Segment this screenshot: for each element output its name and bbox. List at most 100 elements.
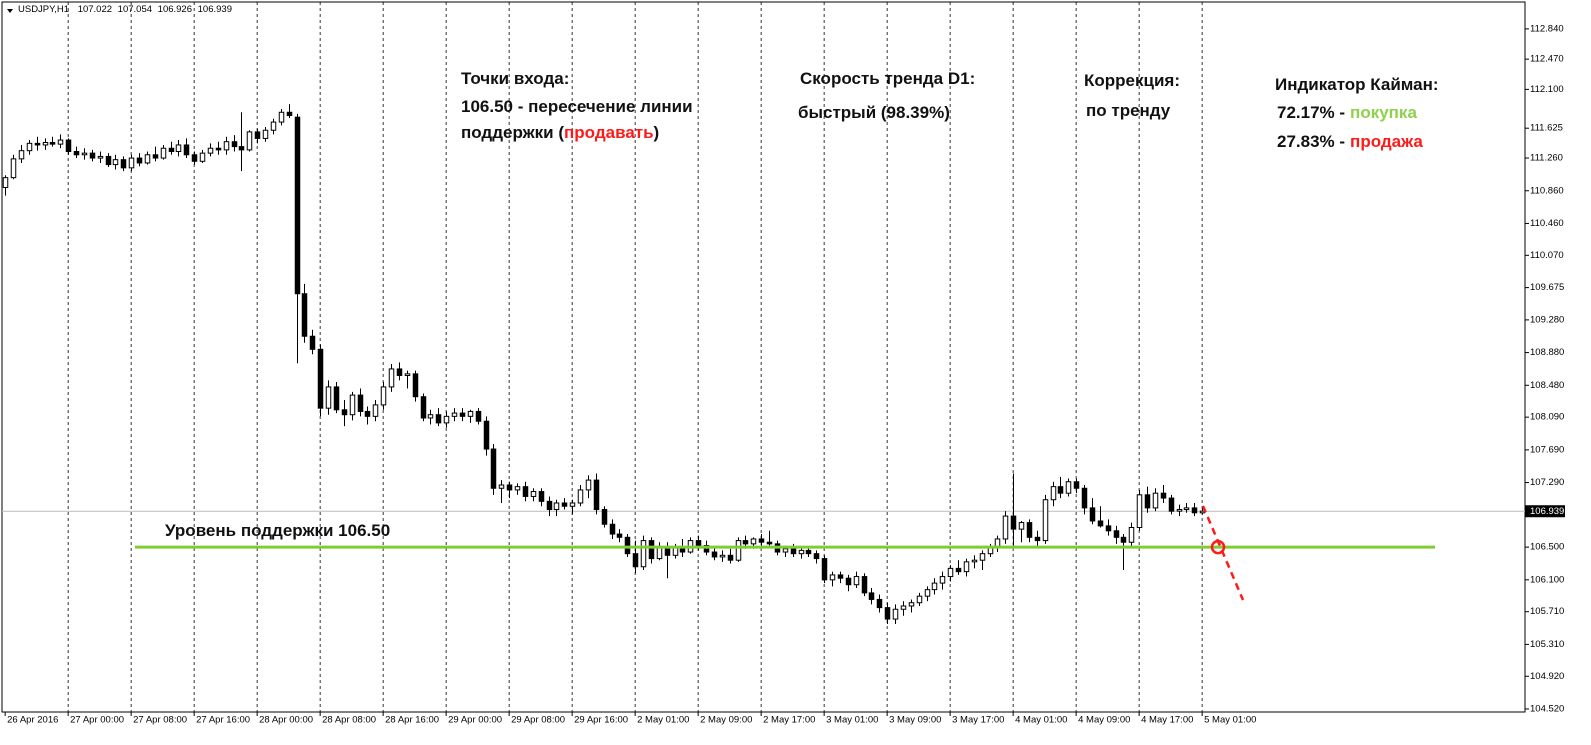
candle-body — [1073, 481, 1080, 489]
support-label: Уровень поддержки 106.50 — [165, 521, 390, 540]
candle-body — [530, 491, 537, 497]
candle-body — [278, 111, 285, 123]
candle-body — [640, 540, 647, 568]
candle-body — [947, 567, 954, 578]
candle-body — [459, 412, 466, 417]
candle-body — [254, 131, 261, 139]
candle-body — [845, 577, 852, 586]
candle-body — [73, 151, 80, 156]
candle-body — [231, 141, 238, 148]
x-tick-label: 28 Apr 08:00 — [322, 715, 376, 726]
candle-body — [412, 373, 419, 398]
y-tick-label: 106.500 — [1530, 542, 1564, 553]
candle-body — [1113, 530, 1120, 538]
candle-body — [900, 605, 907, 610]
candle-body — [18, 150, 25, 160]
candle-body — [1120, 536, 1127, 543]
annotation: 106.50 - пересечение линии — [461, 97, 693, 116]
candle-body — [703, 544, 710, 553]
candle-body — [120, 159, 127, 169]
candle-body — [357, 394, 364, 412]
candle-body — [475, 410, 482, 422]
candle-body — [215, 147, 222, 151]
candle-body — [65, 139, 72, 153]
candle-body — [782, 548, 789, 553]
candle-body — [168, 147, 175, 153]
candle-body — [514, 486, 521, 491]
candle-body — [262, 129, 269, 139]
candle-body — [1191, 507, 1198, 514]
annotation: по тренду — [1086, 101, 1171, 120]
candle-body — [853, 576, 860, 586]
candle-body — [750, 538, 757, 545]
candle-body — [483, 420, 490, 450]
candle-body — [1144, 494, 1151, 509]
candle-body — [1042, 499, 1049, 542]
candle-body — [136, 157, 143, 164]
candle-body — [648, 540, 655, 560]
candle-body — [711, 551, 718, 558]
candle-body — [916, 595, 923, 604]
annotation: поддержки (продавать) — [461, 123, 659, 142]
candle-body — [742, 540, 749, 545]
candle-body — [601, 509, 608, 525]
header-price: 106.939 — [198, 4, 232, 15]
candle-body — [1026, 522, 1033, 538]
candle-body — [758, 538, 765, 543]
candle-body — [790, 548, 797, 555]
x-tick-label: 26 Apr 2016 — [7, 715, 58, 726]
candle-body — [199, 152, 206, 162]
candle-body — [451, 412, 458, 417]
candle-body — [1081, 487, 1088, 509]
plot-layer: 26 Apr 2016 27 Apr 00:00 27 Apr 08:00 27 Ap… — [2, 2, 1565, 726]
candle-body — [1034, 536, 1041, 542]
candle-body — [97, 155, 104, 159]
header-price: 107.022 — [78, 4, 112, 15]
candle-body — [1018, 522, 1025, 530]
x-tick-label: 28 Apr 00:00 — [259, 715, 313, 726]
candle-body — [1057, 486, 1064, 494]
candle-body — [10, 158, 17, 179]
x-tick-label: 2 May 01:00 — [637, 715, 689, 726]
x-tick-label: 4 May 17:00 — [1141, 715, 1193, 726]
annotation: 72.17% - покупка — [1277, 103, 1417, 122]
candle-body — [798, 549, 805, 555]
candle-body — [1097, 520, 1104, 527]
candle-body — [971, 559, 978, 563]
candle-body — [632, 553, 639, 568]
candle-body — [333, 386, 340, 411]
candle-body — [223, 141, 230, 151]
candle-body — [349, 394, 356, 416]
candle-body — [1128, 527, 1135, 543]
y-tick-label: 105.710 — [1530, 606, 1564, 617]
y-tick-label: 109.675 — [1530, 282, 1564, 293]
x-tick-label: 2 May 09:00 — [700, 715, 752, 726]
x-tick-label: 3 May 17:00 — [952, 715, 1004, 726]
candle-body — [538, 491, 545, 502]
candle-body — [805, 549, 812, 555]
annotation: Точки входа: — [461, 69, 569, 88]
x-tick-label: 29 Apr 08:00 — [511, 715, 565, 726]
annotation-part: поддержки ( — [461, 123, 564, 142]
y-tick-label: 112.470 — [1530, 54, 1564, 65]
candle-body — [837, 574, 844, 579]
candle-body — [506, 484, 513, 491]
candle-body — [309, 335, 316, 350]
candle-body — [270, 121, 277, 131]
y-tick-label: 112.840 — [1530, 23, 1564, 34]
candle-body — [829, 574, 836, 581]
y-tick-label: 112.100 — [1530, 84, 1564, 95]
candle-body — [1160, 492, 1167, 499]
annotation-sell: продажа — [1350, 132, 1423, 151]
x-tick-label: 2 May 17:00 — [763, 715, 815, 726]
candle-body — [1050, 486, 1057, 501]
candle-body — [81, 152, 88, 156]
candle-body — [341, 409, 348, 416]
candle-body — [1010, 515, 1017, 530]
candle-body — [364, 410, 371, 417]
candle-body — [498, 484, 505, 489]
candle-body — [624, 536, 631, 555]
candle-body — [1136, 494, 1143, 529]
candle-body — [467, 410, 474, 417]
